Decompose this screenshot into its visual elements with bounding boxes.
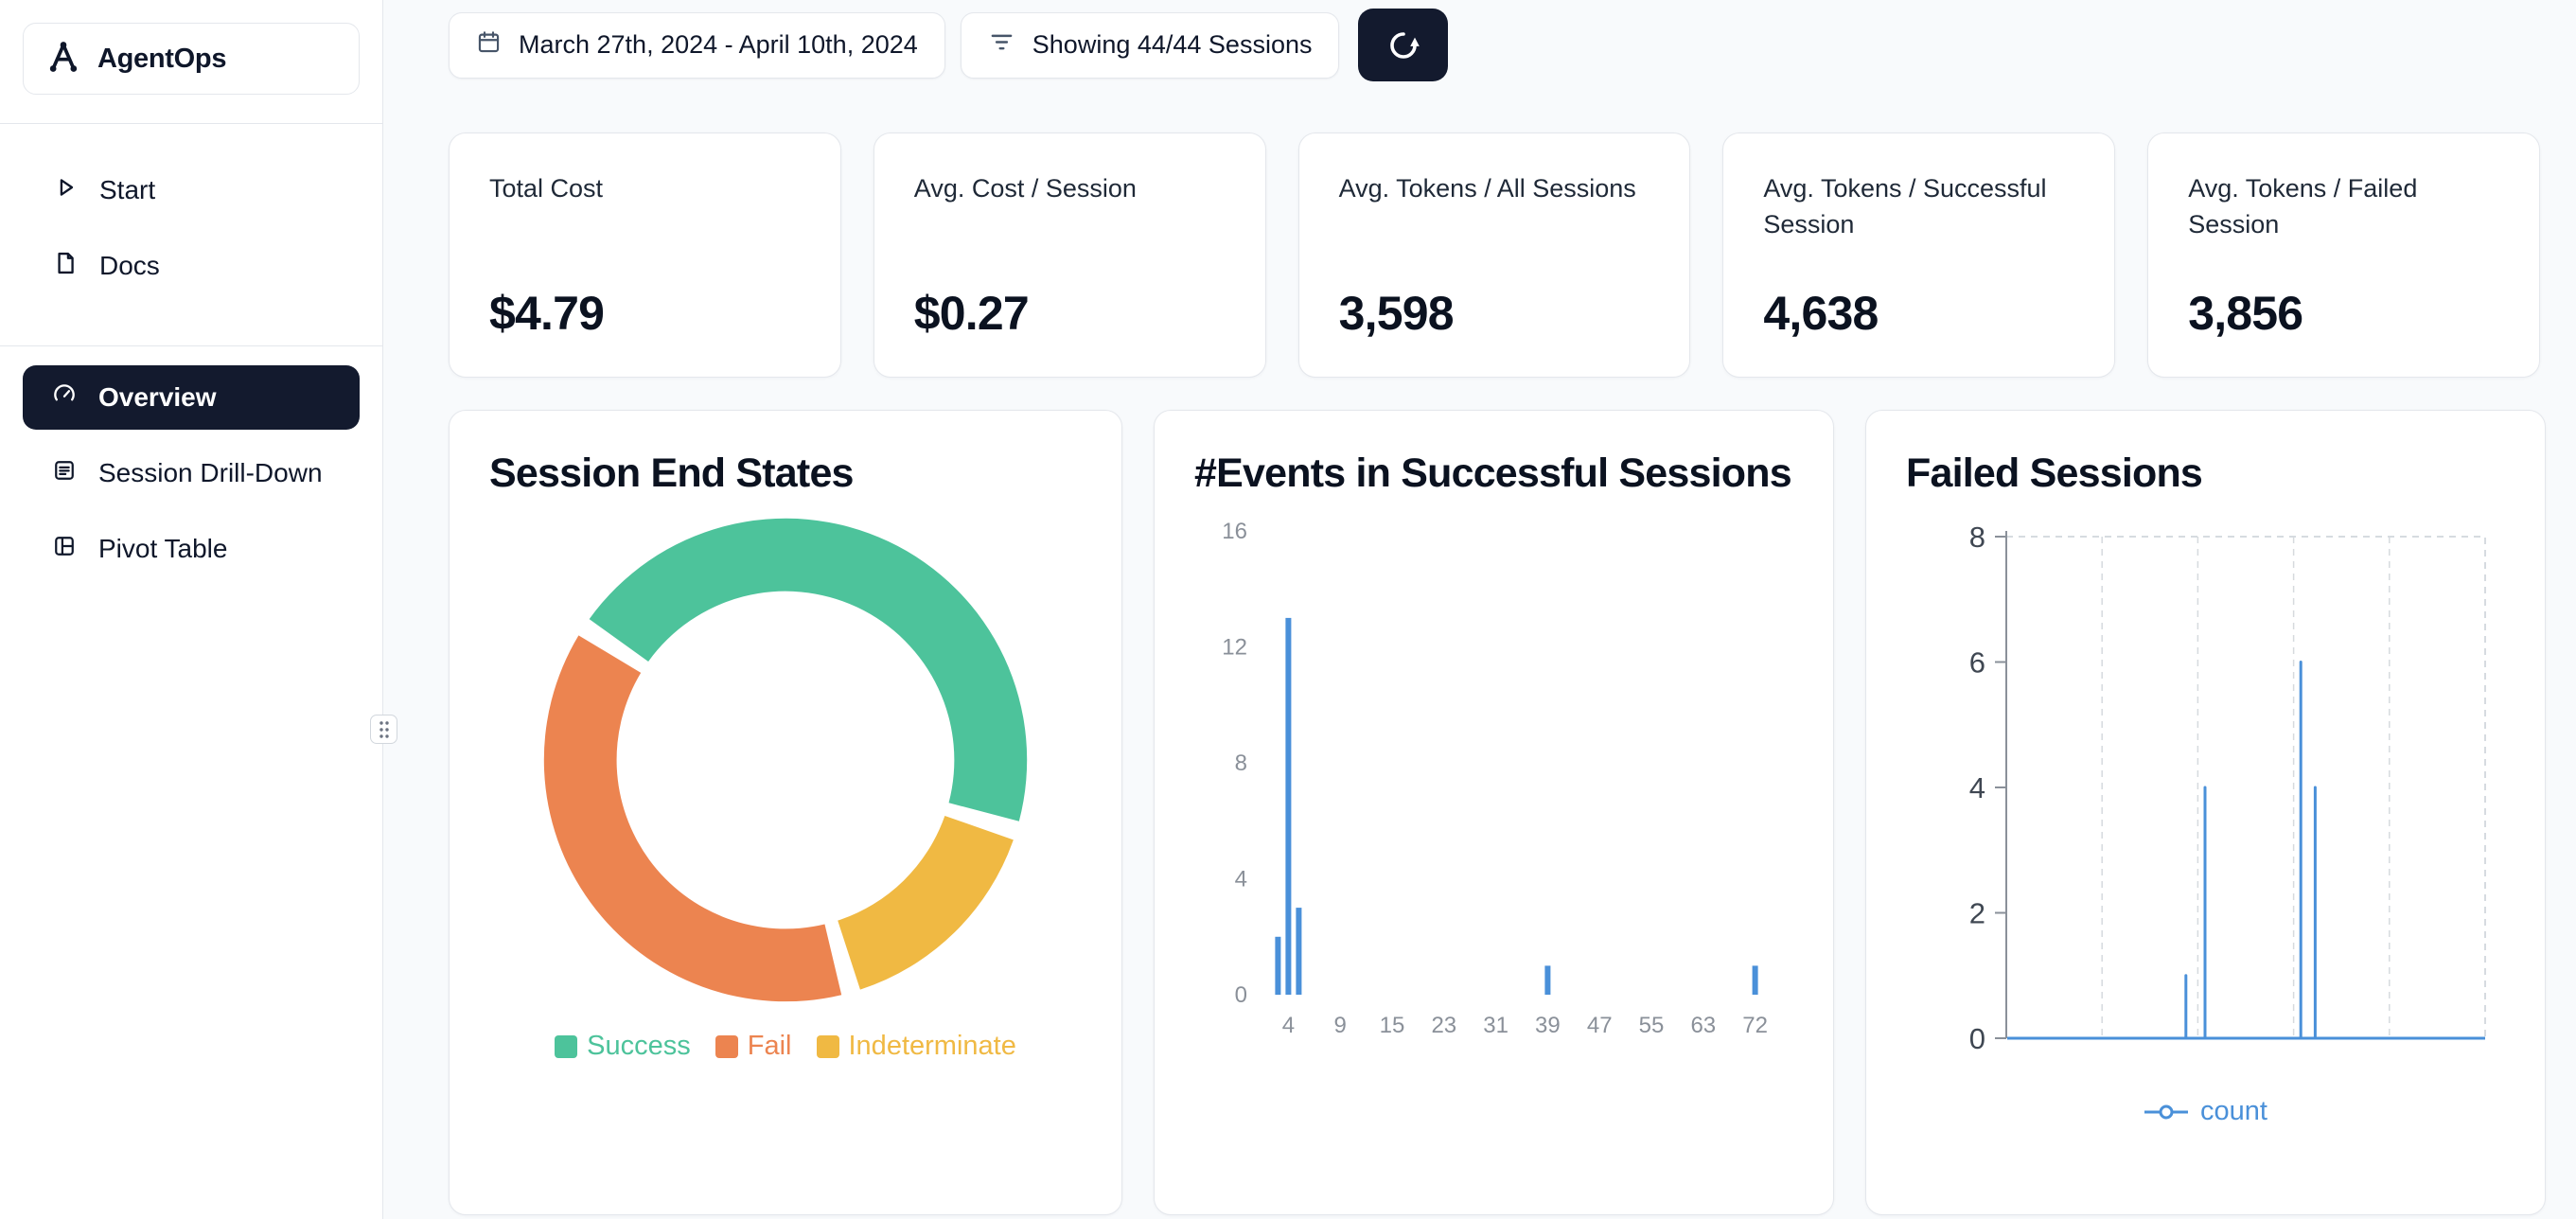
sidebar-item-session-drill-down[interactable]: Session Drill-Down: [23, 441, 360, 505]
failed-sessions-card: Failed Sessions 0 2 4 6 8 count: [1865, 410, 2546, 1215]
svg-text:6: 6: [1969, 646, 1985, 680]
sessions-filter-button[interactable]: Showing 44/44 Sessions: [960, 11, 1340, 79]
svg-text:0: 0: [1969, 1022, 1985, 1055]
svg-text:4: 4: [1282, 1013, 1295, 1038]
legend-item-fail[interactable]: Fail: [715, 1031, 792, 1062]
svg-text:15: 15: [1380, 1013, 1405, 1038]
stat-label: Avg. Cost / Session: [913, 174, 1137, 203]
main-content: March 27th, 2024 - April 10th, 2024 Show…: [449, 9, 2546, 1215]
legend-swatch: [715, 1034, 738, 1058]
stat-card-avg-tokens-all: Avg. Tokens / All Sessions 3,598: [1297, 132, 1691, 378]
svg-text:23: 23: [1431, 1013, 1456, 1038]
grip-dots-icon: [379, 720, 389, 738]
svg-text:63: 63: [1690, 1013, 1716, 1038]
calendar-icon: [476, 29, 502, 62]
stat-value: 3,598: [1338, 287, 1455, 340]
refresh-button[interactable]: [1358, 9, 1449, 81]
legend-swatch: [555, 1034, 578, 1058]
legend-label: Indeterminate: [848, 1031, 1016, 1062]
sidebar-item-label: Session Drill-Down: [98, 458, 323, 487]
date-range-button[interactable]: March 27th, 2024 - April 10th, 2024: [449, 11, 945, 79]
legend-item-indeterminate[interactable]: Indeterminate: [816, 1031, 1016, 1062]
svg-text:0: 0: [1235, 982, 1247, 1008]
failed-sessions-line-chart: 0 2 4 6 8: [1906, 508, 2505, 1092]
date-range-label: March 27th, 2024 - April 10th, 2024: [519, 30, 918, 59]
agentops-logo-icon: [44, 38, 82, 80]
list-icon: [51, 457, 78, 490]
legend-swatch: [816, 1034, 839, 1058]
stat-value: $0.27: [913, 287, 1030, 340]
svg-text:12: 12: [1222, 635, 1247, 661]
stat-value: 3,856: [2188, 287, 2303, 340]
svg-text:55: 55: [1639, 1013, 1665, 1038]
app-title: AgentOps: [97, 43, 227, 74]
gauge-icon: [51, 381, 78, 415]
session-end-states-donut-chart: [489, 514, 1082, 1010]
sidebar-item-pivot-table[interactable]: Pivot Table: [23, 517, 360, 581]
charts-row: Session End States Success Fail Indeterm…: [449, 410, 2546, 1215]
svg-text:39: 39: [1535, 1013, 1561, 1038]
session-end-states-card: Session End States Success Fail Indeterm…: [449, 410, 1122, 1215]
filter-icon: [988, 28, 1015, 62]
chart-title: Failed Sessions: [1906, 450, 2203, 496]
stat-label: Avg. Tokens / Failed Session: [2188, 174, 2418, 238]
sidebar-resize-handle[interactable]: [370, 715, 397, 744]
stat-card-avg-tokens-failed: Avg. Tokens / Failed Session 3,856: [2147, 132, 2540, 378]
sidebar: AgentOps Start Docs: [0, 0, 383, 1219]
play-icon: [52, 174, 79, 207]
svg-text:4: 4: [1969, 771, 1985, 804]
sidebar-item-start[interactable]: Start: [0, 152, 382, 228]
events-bar-chart: 0 4 8 12 16 4 9 15 23 31 39 47 55 63 72: [1194, 512, 1793, 1066]
svg-text:2: 2: [1969, 897, 1985, 930]
legend-item-success[interactable]: Success: [555, 1031, 691, 1062]
donut-legend: Success Fail Indeterminate: [489, 1031, 1082, 1062]
legend-label: Fail: [747, 1031, 792, 1062]
svg-text:8: 8: [1969, 521, 1985, 554]
svg-text:72: 72: [1742, 1013, 1768, 1038]
sidebar-item-docs[interactable]: Docs: [0, 228, 382, 304]
app-logo-box[interactable]: AgentOps: [23, 23, 360, 95]
stat-label: Avg. Tokens / All Sessions: [1338, 174, 1636, 203]
svg-text:16: 16: [1222, 519, 1247, 544]
stat-value: 4,638: [1763, 287, 1879, 340]
sidebar-item-label: Docs: [99, 251, 160, 280]
stat-card-total-cost: Total Cost $4.79: [449, 132, 841, 378]
stat-value: $4.79: [489, 287, 605, 340]
sidebar-item-label: Overview: [98, 382, 217, 412]
sidebar-item-label: Start: [99, 175, 156, 204]
events-in-successful-sessions-card: #Events in Successful Sessions 0 4 8 12 16 4 9…: [1154, 410, 1834, 1215]
stats-row: Total Cost $4.79 Avg. Cost / Session $0.…: [449, 132, 2540, 378]
refresh-icon: [1390, 31, 1420, 59]
line-marker-icon: [2144, 1104, 2189, 1120]
document-icon: [52, 250, 79, 283]
sidebar-divider: [0, 345, 382, 346]
chart-title: Session End States: [489, 450, 854, 496]
sidebar-divider: [0, 123, 382, 124]
table-icon: [51, 533, 78, 566]
stat-label: Total Cost: [489, 174, 604, 203]
count-legend[interactable]: count: [1906, 1096, 2505, 1127]
chart-title: #Events in Successful Sessions: [1194, 450, 1792, 496]
stat-label: Avg. Tokens / Successful Session: [1763, 174, 2047, 238]
svg-text:47: 47: [1587, 1013, 1613, 1038]
legend-label: count: [2200, 1096, 2267, 1127]
svg-text:31: 31: [1483, 1013, 1509, 1038]
sidebar-item-overview[interactable]: Overview: [23, 365, 360, 430]
legend-label: Success: [587, 1031, 691, 1062]
toolbar: March 27th, 2024 - April 10th, 2024 Show…: [449, 9, 2540, 81]
sidebar-item-label: Pivot Table: [98, 534, 228, 563]
sessions-filter-label: Showing 44/44 Sessions: [1032, 30, 1313, 59]
svg-text:8: 8: [1235, 751, 1247, 776]
svg-text:4: 4: [1235, 867, 1247, 892]
svg-text:9: 9: [1334, 1013, 1347, 1038]
stat-card-avg-cost-session: Avg. Cost / Session $0.27: [873, 132, 1266, 378]
stat-card-avg-tokens-successful: Avg. Tokens / Successful Session 4,638: [1722, 132, 2116, 378]
